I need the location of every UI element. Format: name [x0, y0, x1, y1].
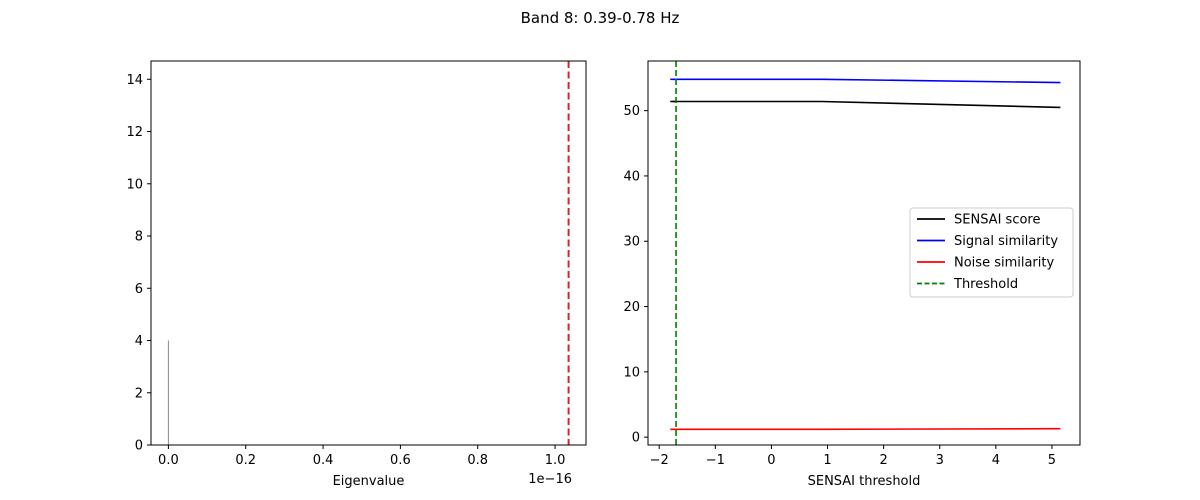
sensai-y-tick-label: 0 [632, 431, 640, 446]
histogram-y-tick-label: 6 [135, 282, 143, 297]
sensai-line-marks [670, 61, 1061, 445]
noise-similarity-line [673, 427, 1061, 431]
histogram-y-tick-label: 8 [135, 230, 143, 245]
signal-similarity-line [673, 78, 1061, 84]
legend-label-noise-similarity: Noise similarity [954, 256, 1054, 271]
legend-label-signal-similarity: Signal similarity [954, 234, 1058, 249]
sensai-x-tick-label: −2 [650, 453, 669, 468]
histogram-y-tick-label: 0 [135, 439, 143, 454]
histogram-x-tick-label: 0.6 [390, 453, 411, 468]
histogram-x-offset-label: 1e−16 [528, 472, 572, 487]
legend-frame [909, 207, 1074, 298]
histogram-y-tick-label: 12 [126, 125, 143, 140]
legend-label-sensai-score: SENSAI score [954, 213, 1040, 228]
sensai-x-tick-label: −1 [706, 453, 725, 468]
sensai-axes-frame [647, 60, 1081, 446]
sensai-y-tick-label: 10 [623, 365, 640, 380]
histogram-y-tick-label: 14 [126, 73, 143, 88]
histogram-bar [167, 340, 169, 445]
histogram-axes-frame [150, 60, 587, 446]
sensai-score-line [673, 100, 1061, 109]
histogram-y-tick-label: 4 [135, 334, 143, 349]
histogram-y-tick-label: 10 [126, 177, 143, 192]
sensai-legend: SENSAI score Signal similarity Noise simil… [909, 207, 1074, 298]
sensai-y-tick-label: 20 [623, 300, 640, 315]
histogram-x-tick-label: 0.0 [158, 453, 179, 468]
sensai-x-tick-label: 5 [1048, 453, 1056, 468]
legend-label-threshold: Threshold [953, 277, 1018, 292]
sensai-x-tick-label: 1 [823, 453, 831, 468]
histogram-marks [167, 61, 570, 445]
sensai-x-tick-label: 2 [879, 453, 887, 468]
sensai-y-tick-label: 40 [623, 169, 640, 184]
sensai-x-tick-label: 0 [767, 453, 775, 468]
sensai-x-axis-label: SENSAI threshold [808, 474, 921, 489]
eigenvalue-histogram-panel: 0.0 0.2 0.4 0.6 0.8 1.0 0 2 4 6 8 10 12 14 Eigenvalue… [126, 60, 587, 489]
sensai-y-tick-label: 30 [623, 235, 640, 250]
histogram-x-tick-label: 0.4 [313, 453, 334, 468]
sensai-x-tick-label: 4 [992, 453, 1000, 468]
sensai-y-tick-label: 50 [623, 104, 640, 119]
histogram-x-axis-label: Eigenvalue [333, 474, 405, 489]
histogram-x-tick-label: 0.2 [235, 453, 256, 468]
histogram-axes: 0.0 0.2 0.4 0.6 0.8 1.0 0 2 4 6 8 10 12 14 [126, 60, 587, 468]
histogram-x-tick-label: 1.0 [545, 453, 566, 468]
figure-title: Band 8: 0.39-0.78 Hz [521, 9, 680, 27]
sensai-x-tick-label: 3 [936, 453, 944, 468]
histogram-y-tick-label: 2 [135, 386, 143, 401]
histogram-x-tick-label: 0.8 [467, 453, 488, 468]
